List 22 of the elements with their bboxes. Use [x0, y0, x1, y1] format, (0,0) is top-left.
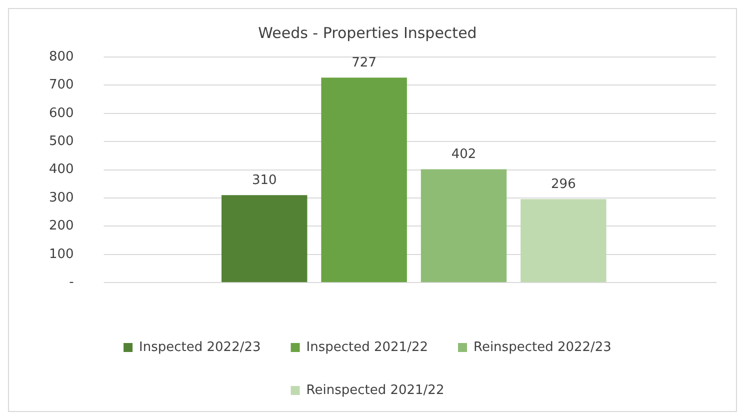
y-tick-label: 800: [48, 49, 74, 64]
bar: [420, 169, 507, 282]
legend-label: Reinspected 2021/22: [306, 382, 444, 398]
legend-label: Reinspected 2022/23: [474, 340, 612, 355]
data-label: 727: [352, 55, 376, 70]
bar: [520, 199, 606, 282]
y-tick-label: 100: [48, 246, 74, 262]
y-tick-label: -: [69, 274, 74, 290]
y-tick-label: 400: [48, 162, 74, 178]
legend-label: Inspected 2022/23: [139, 340, 261, 355]
bar: [222, 195, 308, 282]
y-tick-label: 600: [48, 106, 74, 121]
y-tick-label: 300: [48, 190, 74, 206]
y-tick-label: 200: [48, 218, 74, 234]
y-tick-label: 700: [48, 78, 74, 93]
chart-title: Weeds - Properties Inspected: [258, 24, 477, 42]
data-label: 402: [451, 147, 476, 162]
bar: [321, 78, 407, 282]
data-label: 296: [551, 177, 576, 192]
y-tick-label: 500: [48, 134, 74, 149]
legend-label: Inspected 2021/22: [306, 340, 428, 355]
data-label: 310: [252, 173, 277, 188]
